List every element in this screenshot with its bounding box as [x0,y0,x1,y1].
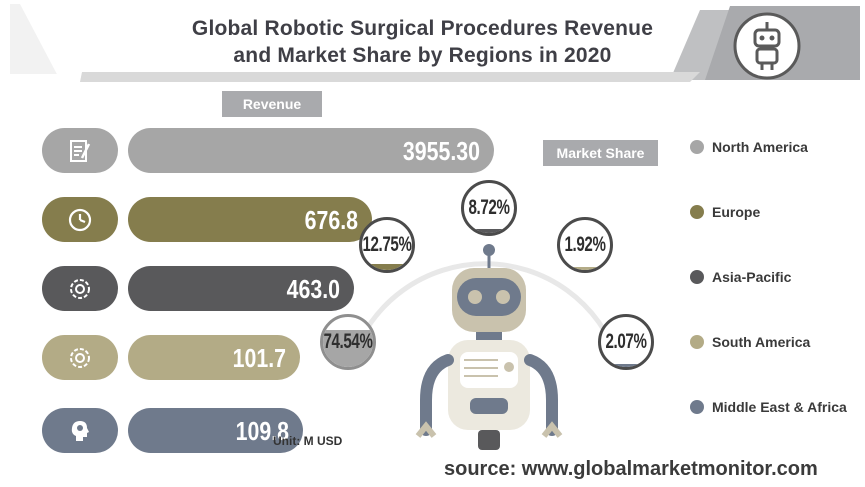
legend-item-middle-east-africa: Middle East & Africa [690,399,847,415]
source-text: source: www.globalmarketmonitor.com [444,458,818,480]
share-circle-asia-pacific: 8.72% [461,180,517,236]
legend-dot-icon [690,205,704,219]
legend-label: Middle East & Africa [712,399,847,415]
legend-item-south-america: South America [690,334,810,350]
chart-title-line-1: Global Robotic Surgical Procedures Reven… [191,17,654,40]
head-gear-icon [71,420,89,441]
share-circle-north-america: 74.54% [320,314,376,370]
legend-item-asia-pacific: Asia-Pacific [690,269,791,285]
document-pen-icon [70,139,91,162]
bar-middle-east-africa [128,408,303,453]
share-fill [362,263,412,270]
bar-value-label-south-america: 101.7 [233,343,287,373]
share-fill [464,228,514,233]
share-circle-south-america: 1.92% [557,217,613,273]
legend-item-europe: Europe [690,204,760,220]
bar-icon-pill-north-america [42,128,118,173]
revenue-tag: Revenue [222,91,322,117]
legend-label: Europe [712,204,761,220]
bar-asia-pacific [128,266,354,311]
legend-dot-icon [690,400,704,414]
bar-value-label-north-america: 3955.30 [402,136,480,166]
bar-icon-pill-asia-pacific [42,266,118,311]
bar-europe [128,197,373,242]
bar-value-label-asia-pacific: 463.0 [286,274,340,304]
legend-label: North America [712,139,808,155]
share-fill [323,329,373,367]
legend-item-north-america: North America [690,139,808,155]
bar-north-america [128,128,494,173]
share-circle-europe: 12.75% [359,217,415,273]
bar-icon-pill-europe [42,197,118,242]
bar-value-label-europe: 676.8 [304,205,359,235]
share-label-asia-pacific: 8.72% [468,196,510,219]
bar-south-america [128,335,301,380]
share-label-north-america: 74.54% [323,330,373,353]
share-label-europe: 12.75% [362,233,412,256]
bar-icon-pill-south-america [42,335,118,380]
robot-logo-icon [733,12,801,80]
legend-dot-icon [690,335,704,349]
gear-arrows-icon [70,278,90,299]
legend-dot-icon [690,270,704,284]
share-circle-middle-east-africa: 2.07% [598,314,654,370]
legend-label: Asia-Pacific [712,269,792,285]
unit-label: Unit: M USD [273,434,343,448]
robot-illustration [349,244,621,450]
share-label-south-america: 1.92% [564,233,606,256]
chart-title-line-2: and Market Share by Regions in 2020 [233,44,612,67]
bar-value-label-middle-east-africa: 109.8 [235,416,289,446]
clock-icon [68,208,92,231]
share-fill [560,267,610,270]
share-label-middle-east-africa: 2.07% [605,330,647,353]
gear-arrows-icon [70,347,90,368]
share-fill [601,364,651,367]
market-share-tag: Market Share [543,140,658,166]
legend-label: South America [712,334,811,350]
bar-icon-pill-middle-east-africa [42,408,118,453]
legend-dot-icon [690,140,704,154]
